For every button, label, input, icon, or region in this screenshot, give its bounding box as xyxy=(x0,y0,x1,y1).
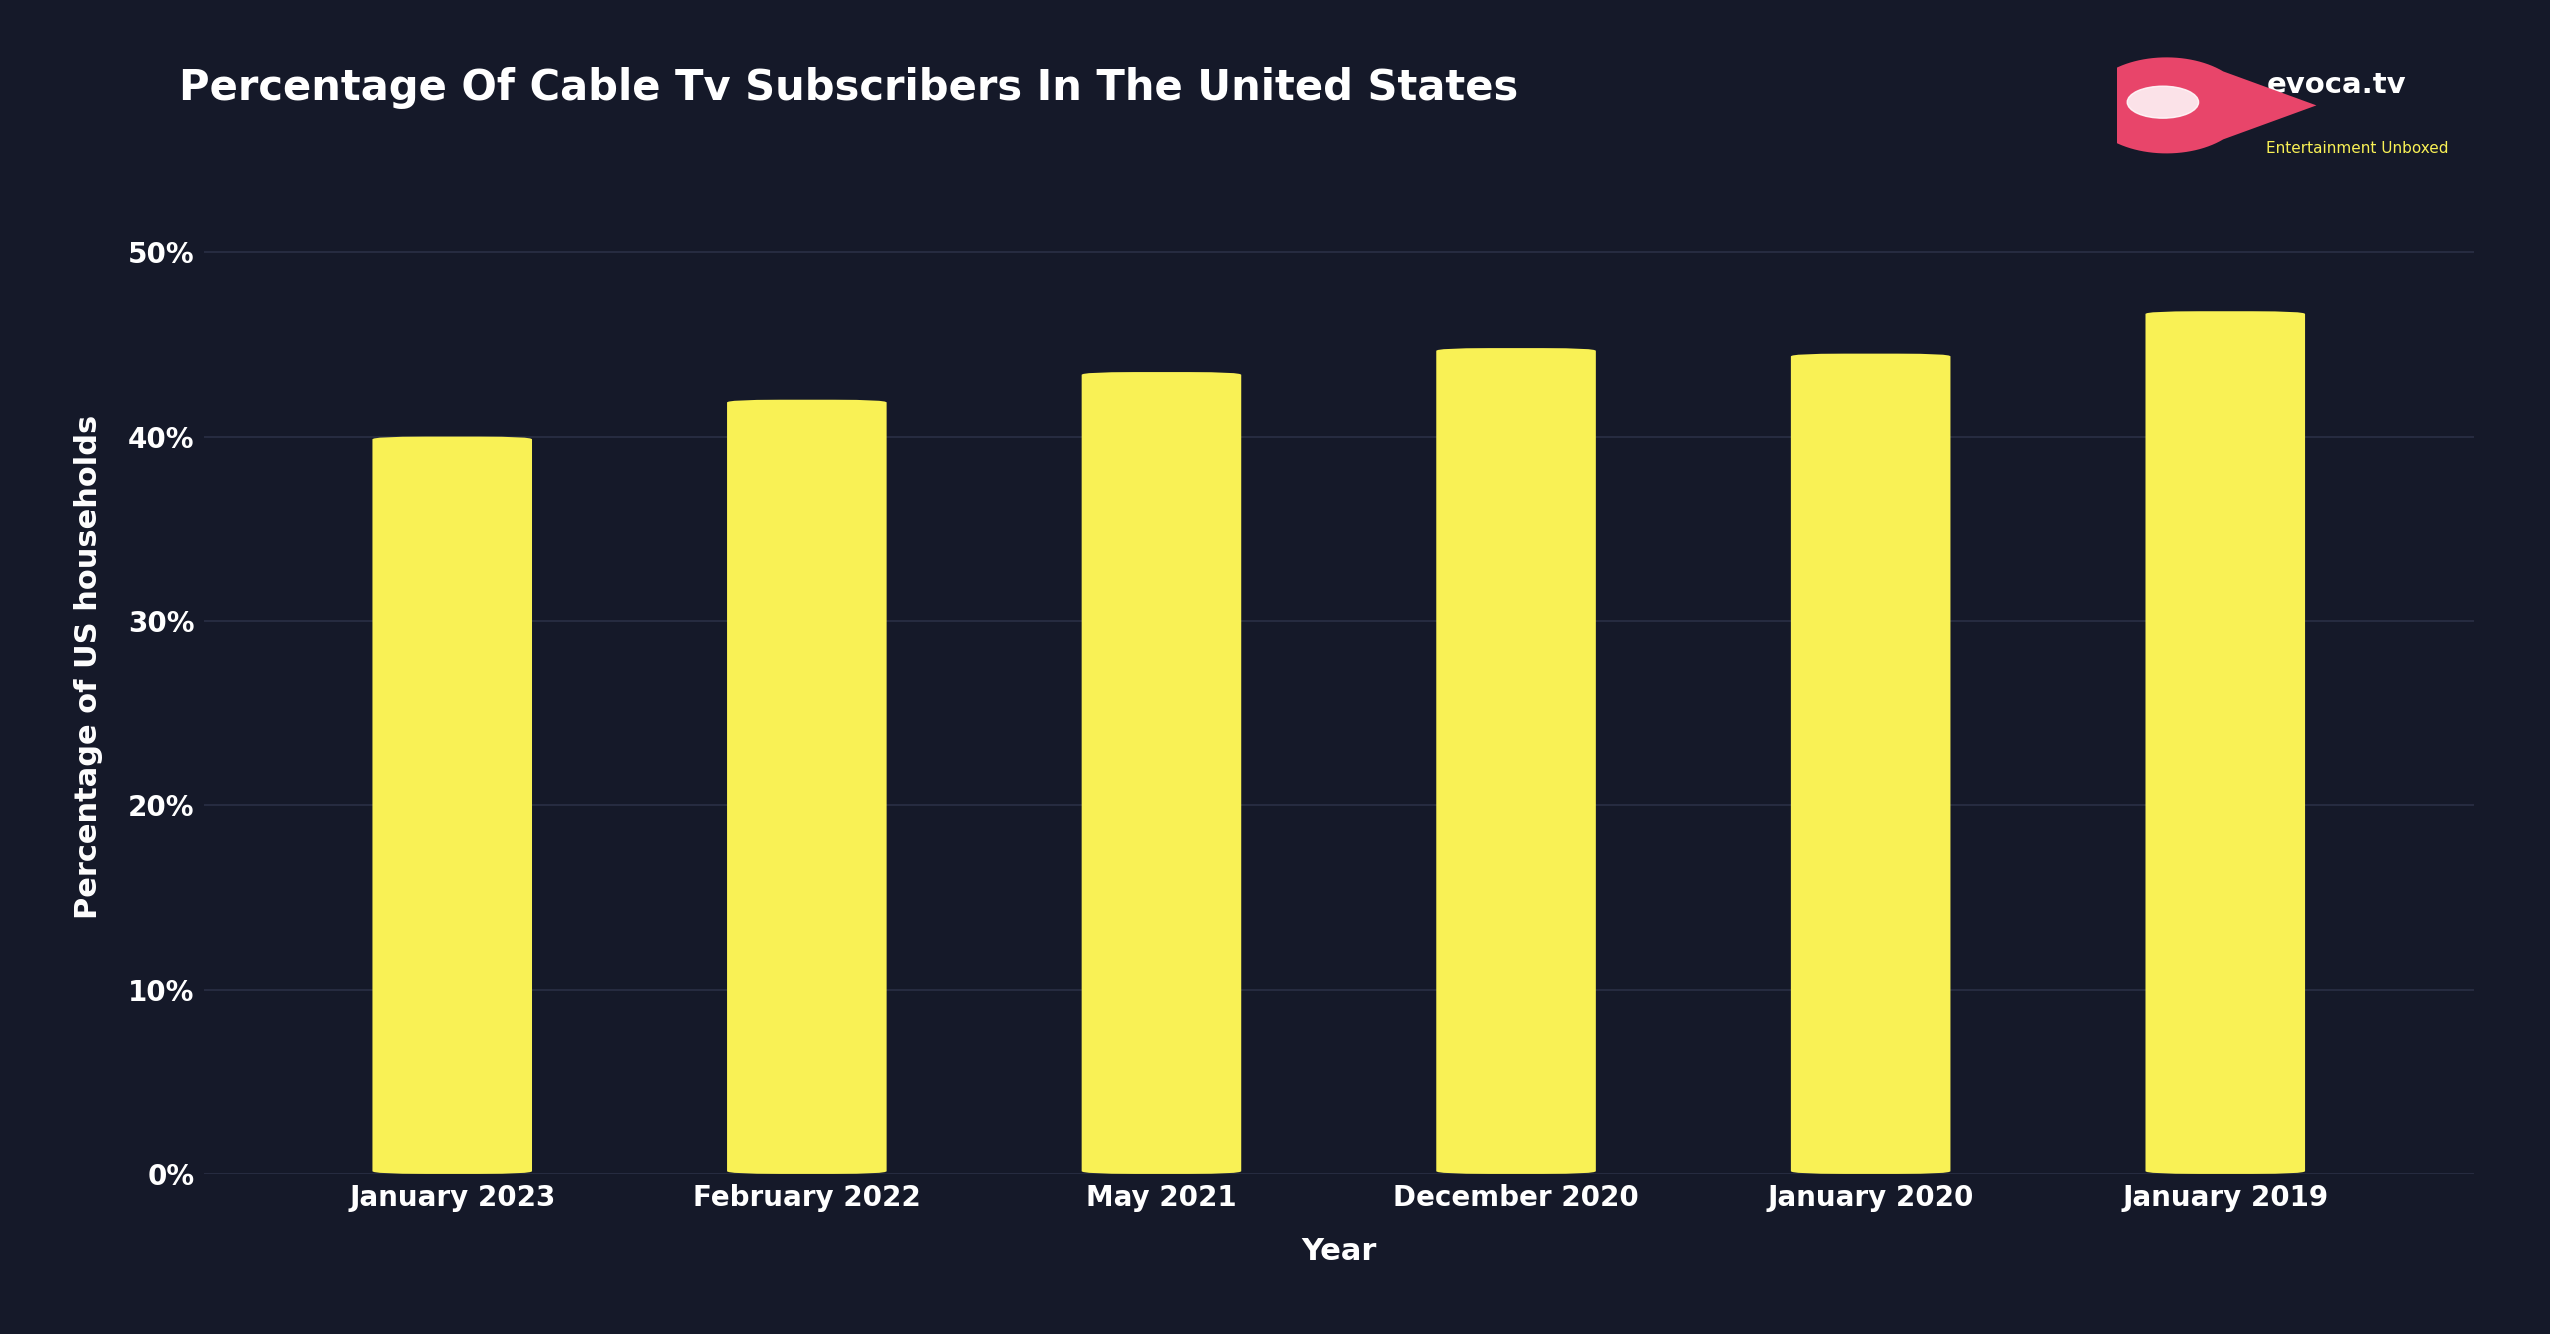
Y-axis label: Percentage of US households: Percentage of US households xyxy=(74,415,102,919)
Polygon shape xyxy=(2086,57,2315,153)
FancyBboxPatch shape xyxy=(1790,354,1951,1174)
FancyBboxPatch shape xyxy=(727,400,887,1174)
FancyBboxPatch shape xyxy=(1081,372,1242,1174)
FancyBboxPatch shape xyxy=(2145,311,2305,1174)
Text: Percentage Of Cable Tv Subscribers In The United States: Percentage Of Cable Tv Subscribers In Th… xyxy=(179,67,1517,108)
Circle shape xyxy=(2127,87,2198,119)
FancyBboxPatch shape xyxy=(372,436,533,1174)
FancyBboxPatch shape xyxy=(1436,348,1596,1174)
X-axis label: Year: Year xyxy=(1300,1237,1377,1266)
Text: Entertainment Unboxed: Entertainment Unboxed xyxy=(2267,141,2448,156)
Text: evoca.tv: evoca.tv xyxy=(2267,71,2407,99)
